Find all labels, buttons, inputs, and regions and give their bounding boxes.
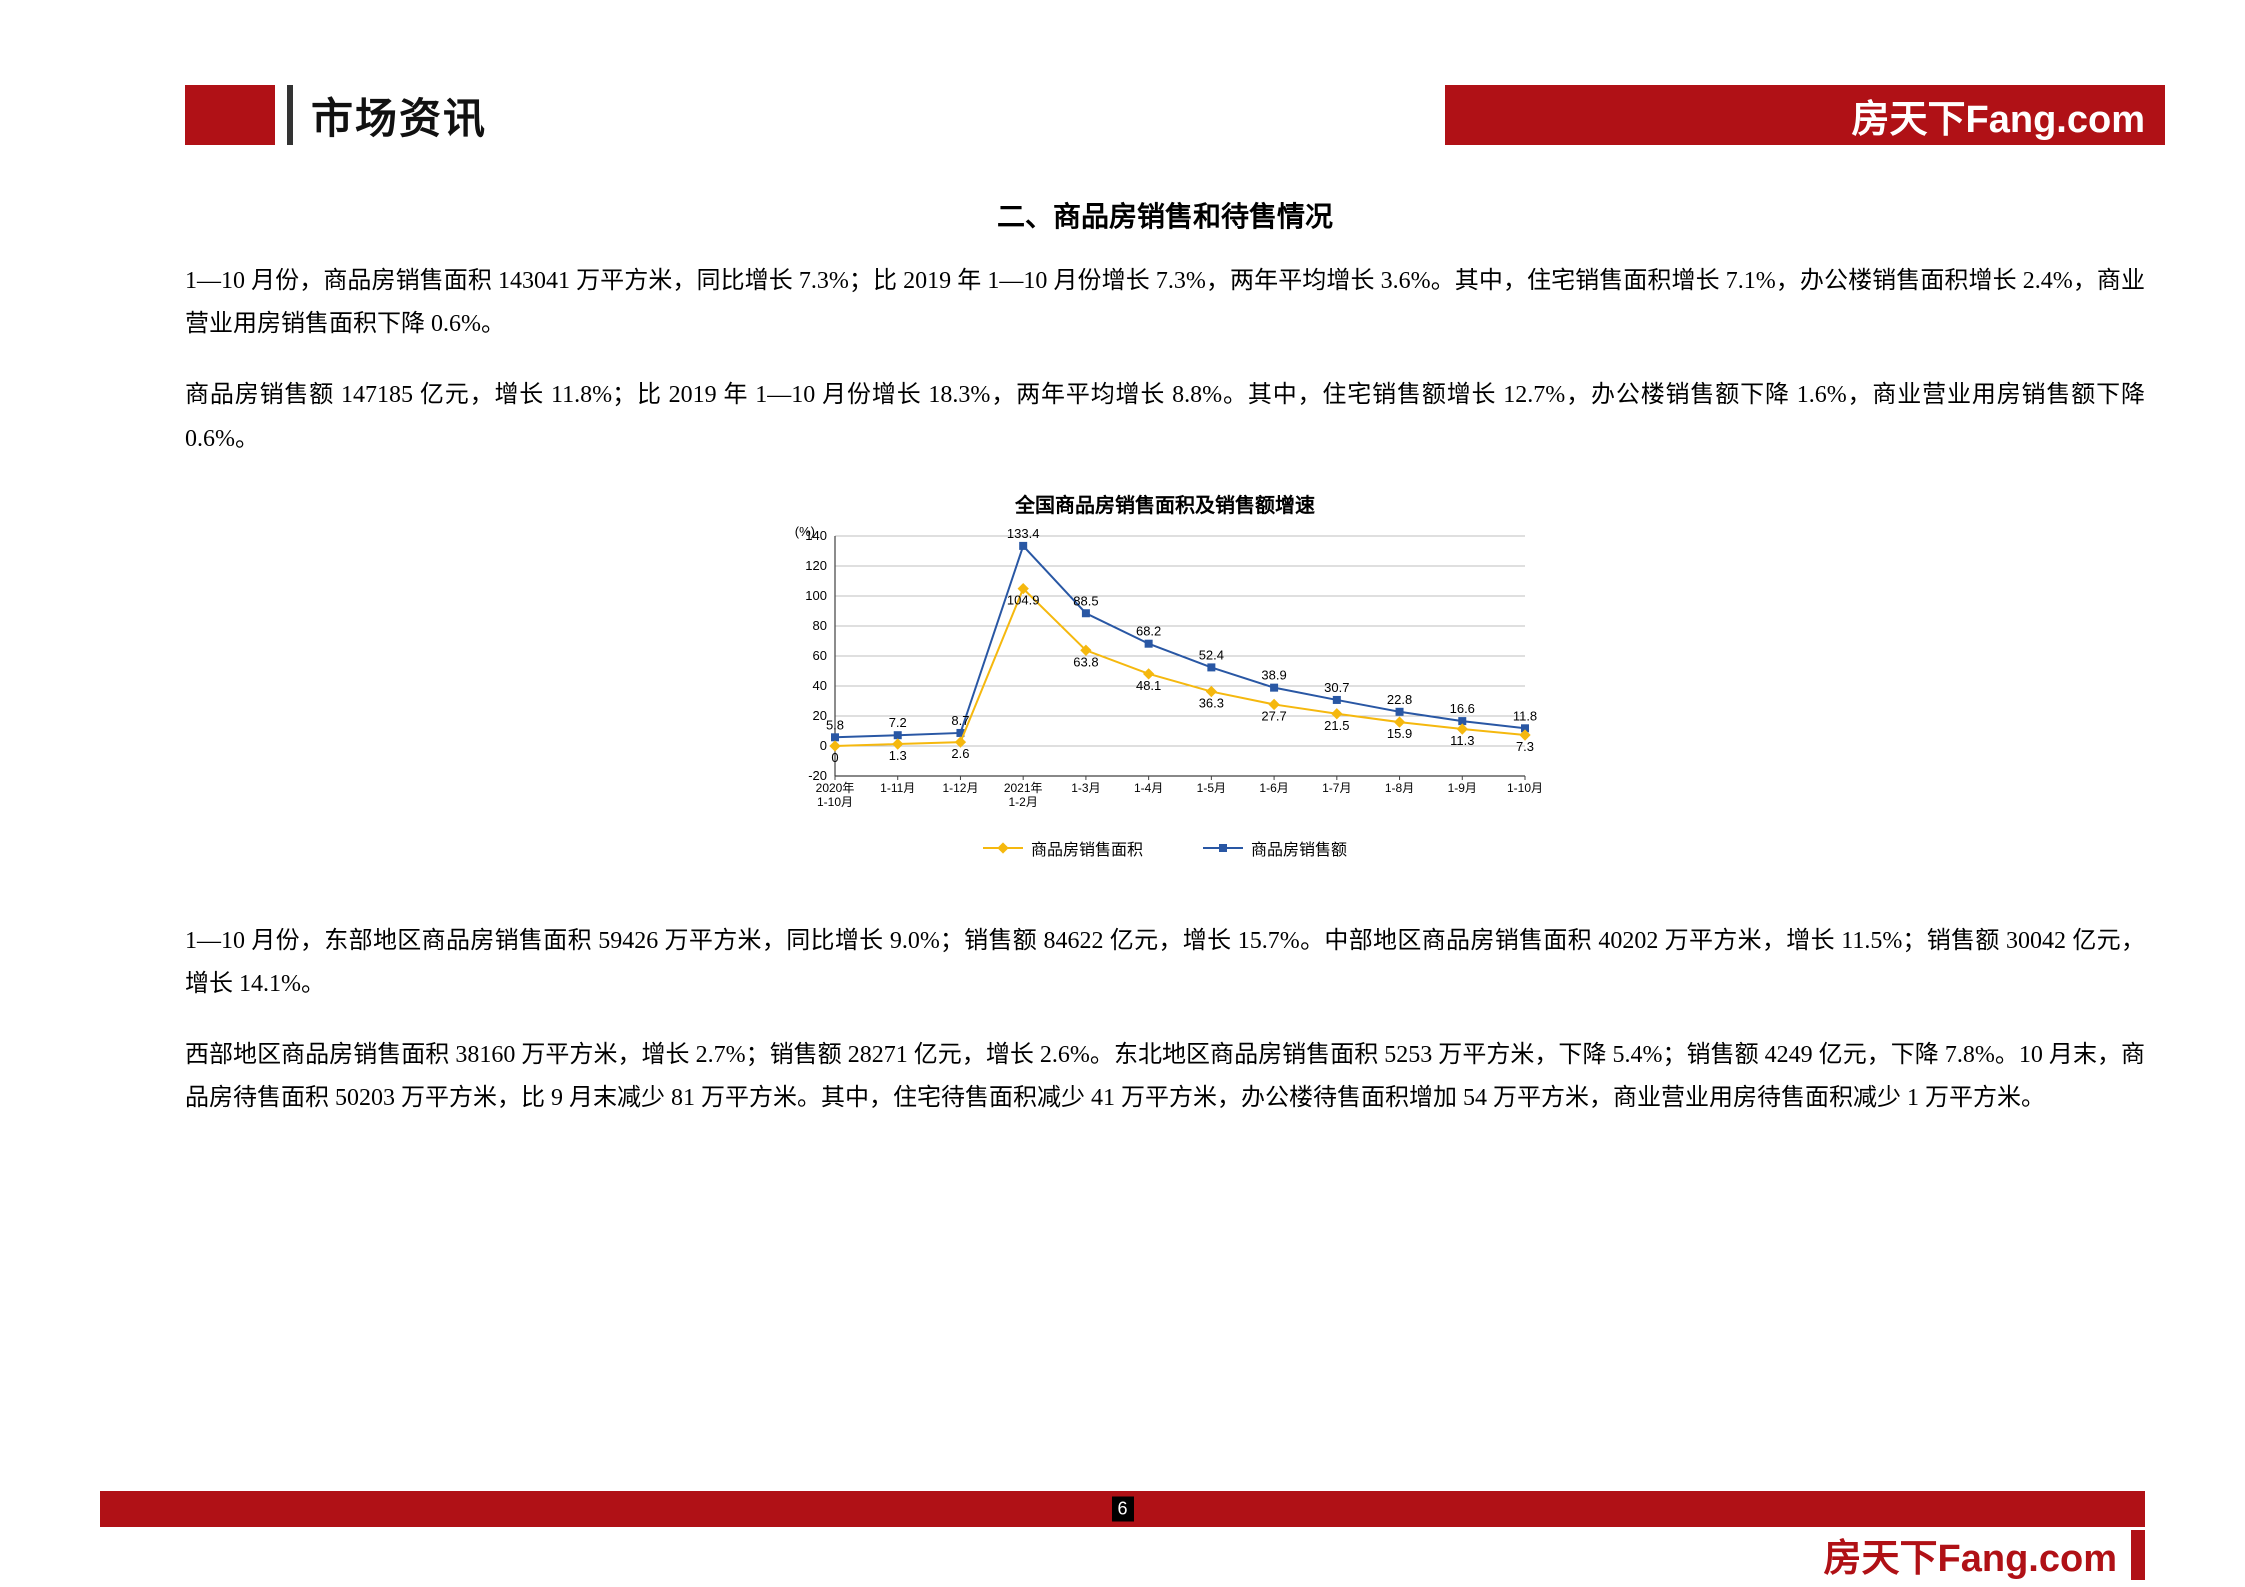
svg-text:15.9: 15.9	[1387, 726, 1412, 741]
svg-text:63.8: 63.8	[1073, 654, 1098, 669]
svg-text:2021年: 2021年	[1004, 781, 1043, 795]
svg-text:1-11月: 1-11月	[880, 781, 915, 795]
footer-stripe: 6	[100, 1491, 2145, 1527]
paragraph-1: 1—10 月份，商品房销售面积 143041 万平方米，同比增长 7.3%；比 …	[185, 260, 2145, 346]
svg-text:1-6月: 1-6月	[1259, 781, 1288, 795]
svg-text:27.7: 27.7	[1261, 708, 1286, 723]
chart-container: 全国商品房销售面积及销售额增速 -20020406080100120140(%)…	[755, 489, 1575, 860]
page-heading: 市场资讯	[311, 85, 487, 146]
legend-item-area: 商品房销售面积	[983, 836, 1143, 860]
svg-text:100: 100	[805, 588, 827, 603]
svg-text:1-5月: 1-5月	[1197, 781, 1226, 795]
svg-text:16.6: 16.6	[1450, 701, 1475, 716]
page-number: 6	[1111, 1497, 1133, 1522]
footer: 6 房天下Fang.com	[0, 1491, 2245, 1527]
chart-title: 全国商品房销售面积及销售额增速	[755, 489, 1575, 518]
legend-label-amount: 商品房销售额	[1251, 836, 1347, 860]
svg-text:104.9: 104.9	[1007, 592, 1040, 607]
svg-text:1-12月: 1-12月	[942, 781, 978, 795]
svg-text:(%): (%)	[795, 526, 815, 539]
svg-text:48.1: 48.1	[1136, 678, 1161, 693]
svg-text:120: 120	[805, 558, 827, 573]
svg-text:0: 0	[820, 738, 827, 753]
legend-label-area: 商品房销售面积	[1031, 836, 1143, 860]
header-divider	[287, 85, 293, 145]
svg-text:1-10月: 1-10月	[817, 795, 853, 809]
svg-text:88.5: 88.5	[1073, 593, 1098, 608]
footer-brand-wrap: 房天下Fang.com	[1824, 1527, 2145, 1582]
header-red-block	[185, 85, 275, 145]
svg-text:7.3: 7.3	[1516, 739, 1534, 754]
svg-text:20: 20	[813, 708, 827, 723]
svg-text:1-4月: 1-4月	[1134, 781, 1163, 795]
legend-item-amount: 商品房销售额	[1203, 836, 1347, 860]
svg-text:7.2: 7.2	[889, 715, 907, 730]
footer-brand-text: 房天下Fang.com	[1824, 1527, 2117, 1582]
svg-text:36.3: 36.3	[1199, 695, 1224, 710]
svg-text:2020年: 2020年	[816, 781, 855, 795]
svg-text:80: 80	[813, 618, 827, 633]
svg-text:38.9: 38.9	[1261, 667, 1286, 682]
section-title: 二、商品房销售和待售情况	[185, 195, 2145, 235]
svg-text:1-3月: 1-3月	[1071, 781, 1100, 795]
svg-text:1-8月: 1-8月	[1385, 781, 1414, 795]
svg-text:1-7月: 1-7月	[1322, 781, 1351, 795]
content-area: 二、商品房销售和待售情况 1—10 月份，商品房销售面积 143041 万平方米…	[185, 175, 2145, 1149]
svg-text:68.2: 68.2	[1136, 623, 1161, 638]
svg-text:2.6: 2.6	[951, 746, 969, 761]
footer-red-tail	[2131, 1530, 2145, 1580]
line-chart: -20020406080100120140(%)2020年1-10月1-11月1…	[785, 526, 1545, 826]
svg-text:52.4: 52.4	[1199, 647, 1224, 662]
svg-text:1-2月: 1-2月	[1009, 795, 1038, 809]
svg-text:30.7: 30.7	[1324, 680, 1349, 695]
paragraph-3: 1—10 月份，东部地区商品房销售面积 59426 万平方米，同比增长 9.0%…	[185, 920, 2145, 1006]
svg-text:5.8: 5.8	[826, 717, 844, 732]
paragraph-2: 商品房销售额 147185 亿元，增长 11.8%；比 2019 年 1—10 …	[185, 374, 2145, 460]
svg-text:1-10月: 1-10月	[1507, 781, 1543, 795]
brand-logo-text: 房天下Fang.com	[1852, 88, 2145, 143]
svg-text:0: 0	[831, 750, 838, 765]
header-brand-bar: 房天下Fang.com	[1445, 85, 2165, 145]
svg-text:133.4: 133.4	[1007, 526, 1040, 541]
paragraph-4: 西部地区商品房销售面积 38160 万平方米，增长 2.7%；销售额 28271…	[185, 1034, 2145, 1120]
svg-text:1-9月: 1-9月	[1448, 781, 1477, 795]
svg-text:11.8: 11.8	[1513, 708, 1537, 723]
svg-text:11.3: 11.3	[1450, 733, 1474, 748]
svg-text:40: 40	[813, 678, 827, 693]
chart-legend: 商品房销售面积 商品房销售额	[755, 836, 1575, 860]
svg-text:1.3: 1.3	[889, 748, 907, 763]
svg-text:21.5: 21.5	[1324, 718, 1349, 733]
header-bar: 市场资讯 房天下Fang.com	[0, 85, 2245, 145]
svg-text:60: 60	[813, 648, 827, 663]
svg-text:22.8: 22.8	[1387, 692, 1412, 707]
